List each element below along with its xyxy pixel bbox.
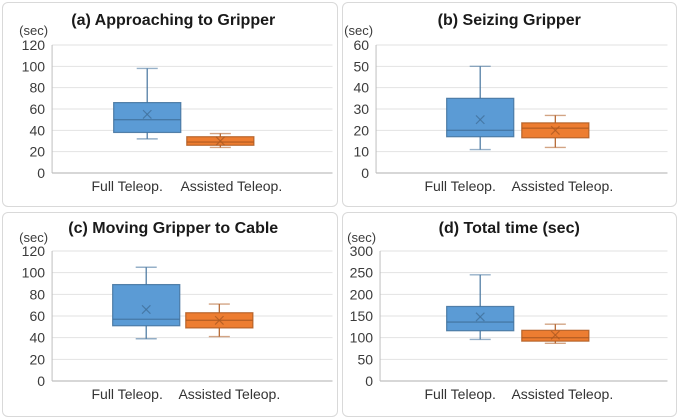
- subplot-b-unit-label: (sec): [344, 23, 373, 38]
- subplot-d-category-assisted-teleop: Assisted Teleop.: [511, 386, 613, 402]
- ytick-label-a-40: 40: [29, 122, 45, 138]
- subplot-d-title: (d) Total time (sec): [438, 220, 579, 237]
- subplot-d-unit-label: (sec): [347, 230, 376, 245]
- subplot-a-title: (a) Approaching to Gripper: [71, 12, 275, 29]
- ytick-label-b-60: 60: [353, 37, 369, 53]
- box-d-full-teleop-iqr-box: [445, 305, 514, 332]
- ytick-label-b-30: 30: [353, 101, 369, 117]
- ytick-label-b-20: 20: [353, 122, 369, 138]
- subplot-a-plot-area: 0 20 40 60 80 100 120: [22, 37, 333, 181]
- ytick-label-d-50: 50: [357, 351, 373, 367]
- ytick-label-b-50: 50: [353, 58, 369, 74]
- box-b-full-teleop-mean-marker: [475, 115, 485, 125]
- subplot-d: 0 50 100 150 200 250 300 (d) Total time (sec) …: [341, 212, 677, 417]
- ytick-label-b-10: 10: [353, 144, 369, 160]
- ytick-label-d-150: 150: [349, 308, 373, 324]
- box-c-assisted-teleop-mean-marker: [214, 315, 224, 325]
- subplot-c-category-full-teleop: Full Teleop.: [91, 386, 162, 402]
- ytick-label-a-120: 120: [22, 37, 46, 53]
- subplot-c: 0 20 40 60 80 100 120 (c) Moving Gripper to Ca…: [2, 212, 338, 417]
- subplot-a-unit-label: (sec): [19, 23, 48, 38]
- ytick-label-c-80: 80: [29, 286, 45, 302]
- box-a-assisted-teleop-mean-marker: [215, 136, 225, 146]
- ytick-label-a-20: 20: [29, 144, 45, 160]
- ytick-label-c-120: 120: [22, 243, 46, 259]
- subplot-c-unit-label: (sec): [19, 230, 48, 245]
- ytick-label-a-60: 60: [29, 101, 45, 117]
- ytick-label-c-100: 100: [22, 265, 46, 281]
- ytick-label-c-20: 20: [29, 351, 45, 367]
- subplot-b: 0 10 20 30 40 50 60 (b) Seizing Gripper (sec) …: [341, 2, 677, 207]
- box-d-assisted-teleop-mean-marker: [550, 330, 560, 340]
- subplot-a-chart: 0 20 40 60 80 100 120 (a) Approaching to Gripp…: [19, 12, 333, 194]
- subplot-d-category-full-teleop: Full Teleop.: [424, 386, 495, 402]
- box-d-full-teleop-mean-marker: [475, 312, 485, 322]
- ytick-label-d-300: 300: [349, 243, 373, 259]
- ytick-label-c-0: 0: [37, 373, 45, 389]
- subplot-a-category-full-teleop: Full Teleop.: [91, 178, 162, 194]
- box-b-assisted-teleop-mean-marker: [550, 125, 560, 135]
- subplot-b-plot-area: 0 10 20 30 40 50 60: [353, 37, 667, 181]
- ytick-label-d-200: 200: [349, 286, 373, 302]
- subplot-b-category-assisted-teleop: Assisted Teleop.: [511, 178, 613, 194]
- box-a-full-teleop-iqr-box: [113, 101, 182, 134]
- subplot-a: 0 20 40 60 80 100 120 (a) Approaching to Gripp…: [2, 2, 338, 207]
- box-a-full-teleop-mean-marker: [142, 109, 152, 119]
- subplot-a-category-assisted-teleop: Assisted Teleop.: [180, 178, 282, 194]
- ytick-label-d-100: 100: [349, 330, 373, 346]
- ytick-label-d-0: 0: [365, 373, 373, 389]
- subplot-c-plot-area: 0 20 40 60 80 100 120: [22, 243, 333, 389]
- ytick-label-b-40: 40: [353, 80, 369, 96]
- ytick-label-b-0: 0: [361, 165, 369, 181]
- subplot-c-title: (c) Moving Gripper to Cable: [68, 220, 278, 237]
- ytick-label-c-60: 60: [29, 308, 45, 324]
- subplot-c-category-assisted-teleop: Assisted Teleop.: [178, 386, 280, 402]
- subplot-c-chart: 0 20 40 60 80 100 120 (c) Moving Gripper to Ca…: [19, 220, 333, 402]
- box-c-full-teleop-mean-marker: [141, 304, 151, 315]
- ytick-label-a-100: 100: [22, 58, 46, 74]
- subplot-b-title: (b) Seizing Gripper: [437, 12, 580, 29]
- ytick-label-d-250: 250: [349, 265, 373, 281]
- subplot-d-plot-area: 0 50 100 150 200 250 300: [349, 243, 667, 389]
- subplot-b-category-full-teleop: Full Teleop.: [424, 178, 495, 194]
- ytick-label-a-0: 0: [37, 165, 45, 181]
- ytick-label-a-80: 80: [29, 80, 45, 96]
- ytick-label-c-40: 40: [29, 330, 45, 346]
